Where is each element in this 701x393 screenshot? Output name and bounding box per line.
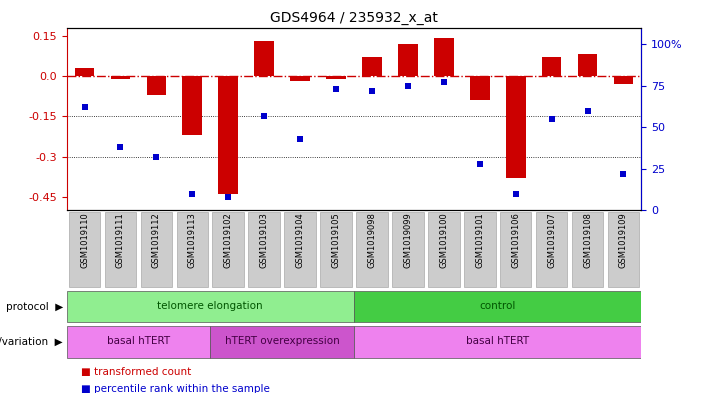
- Bar: [362, 57, 382, 76]
- Point: [510, 191, 522, 197]
- Text: GSM1019111: GSM1019111: [116, 213, 125, 268]
- FancyBboxPatch shape: [392, 212, 423, 287]
- FancyBboxPatch shape: [536, 212, 567, 287]
- FancyBboxPatch shape: [177, 212, 208, 287]
- Bar: [254, 41, 274, 76]
- FancyBboxPatch shape: [464, 212, 496, 287]
- Bar: [506, 76, 526, 178]
- Point: [186, 191, 198, 197]
- Point: [330, 86, 341, 92]
- Bar: [147, 76, 166, 95]
- FancyBboxPatch shape: [67, 290, 354, 322]
- Point: [79, 104, 90, 110]
- Text: protocol  ▶: protocol ▶: [6, 301, 63, 312]
- Point: [474, 161, 485, 167]
- FancyBboxPatch shape: [354, 290, 641, 322]
- FancyBboxPatch shape: [141, 212, 172, 287]
- Text: basal hTERT: basal hTERT: [466, 336, 529, 346]
- Bar: [434, 38, 454, 76]
- Text: GSM1019109: GSM1019109: [619, 213, 628, 268]
- FancyBboxPatch shape: [69, 212, 100, 287]
- Bar: [219, 76, 238, 194]
- Bar: [75, 68, 95, 76]
- Point: [438, 79, 449, 86]
- Text: GSM1019104: GSM1019104: [296, 213, 305, 268]
- FancyBboxPatch shape: [354, 326, 641, 358]
- Text: GSM1019100: GSM1019100: [440, 213, 449, 268]
- Text: basal hTERT: basal hTERT: [107, 336, 170, 346]
- Point: [367, 88, 378, 94]
- Text: ■ percentile rank within the sample: ■ percentile rank within the sample: [81, 384, 269, 393]
- FancyBboxPatch shape: [67, 326, 210, 358]
- Text: GSM1019113: GSM1019113: [188, 213, 197, 268]
- Bar: [470, 76, 489, 100]
- Text: GSM1019106: GSM1019106: [511, 213, 520, 268]
- Title: GDS4964 / 235932_x_at: GDS4964 / 235932_x_at: [270, 11, 438, 25]
- FancyBboxPatch shape: [608, 212, 639, 287]
- Bar: [326, 76, 346, 79]
- Bar: [111, 76, 130, 79]
- Text: GSM1019099: GSM1019099: [403, 213, 412, 268]
- Text: GSM1019102: GSM1019102: [224, 213, 233, 268]
- Text: GSM1019108: GSM1019108: [583, 213, 592, 268]
- Text: GSM1019110: GSM1019110: [80, 213, 89, 268]
- Text: GSM1019107: GSM1019107: [547, 213, 556, 268]
- Text: GSM1019105: GSM1019105: [332, 213, 341, 268]
- Bar: [182, 76, 202, 135]
- Bar: [290, 76, 310, 81]
- Text: control: control: [479, 301, 516, 311]
- Point: [402, 83, 414, 89]
- Text: GSM1019103: GSM1019103: [259, 213, 268, 268]
- Text: telomere elongation: telomere elongation: [158, 301, 263, 311]
- FancyBboxPatch shape: [210, 326, 354, 358]
- FancyBboxPatch shape: [356, 212, 388, 287]
- FancyBboxPatch shape: [248, 212, 280, 287]
- Bar: [578, 54, 597, 76]
- FancyBboxPatch shape: [320, 212, 352, 287]
- FancyBboxPatch shape: [500, 212, 531, 287]
- Text: GSM1019101: GSM1019101: [475, 213, 484, 268]
- Point: [151, 154, 162, 160]
- FancyBboxPatch shape: [212, 212, 244, 287]
- Bar: [613, 76, 633, 84]
- FancyBboxPatch shape: [285, 212, 316, 287]
- Point: [582, 107, 593, 114]
- Point: [115, 144, 126, 150]
- Text: GSM1019098: GSM1019098: [367, 213, 376, 268]
- Text: ■ transformed count: ■ transformed count: [81, 367, 191, 377]
- Text: GSM1019112: GSM1019112: [152, 213, 161, 268]
- Point: [259, 112, 270, 119]
- FancyBboxPatch shape: [104, 212, 136, 287]
- Bar: [542, 57, 562, 76]
- Text: hTERT overexpression: hTERT overexpression: [225, 336, 339, 346]
- Point: [223, 194, 234, 200]
- Point: [294, 136, 306, 142]
- FancyBboxPatch shape: [572, 212, 604, 287]
- Bar: [398, 44, 418, 76]
- Point: [618, 171, 629, 177]
- Point: [546, 116, 557, 122]
- Text: genotype/variation  ▶: genotype/variation ▶: [0, 337, 63, 347]
- FancyBboxPatch shape: [428, 212, 460, 287]
